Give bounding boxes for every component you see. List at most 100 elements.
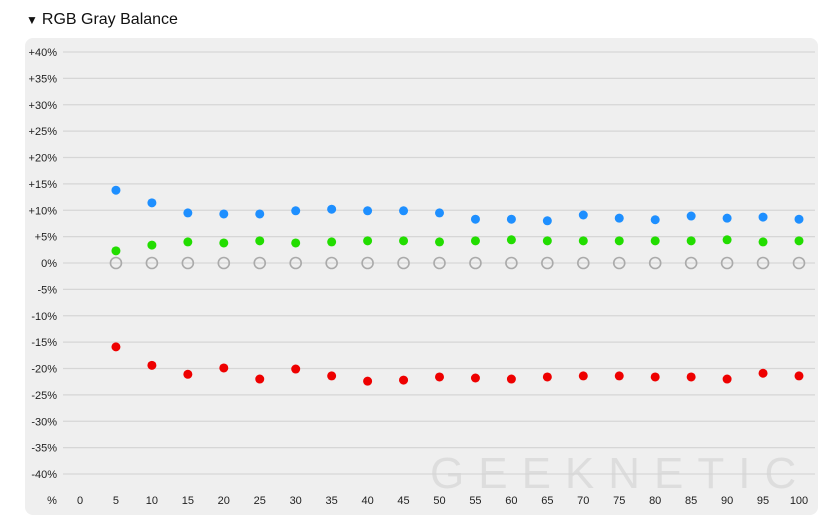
x-tick-label: 30 bbox=[290, 495, 302, 507]
y-tick-label: -20% bbox=[31, 364, 57, 376]
x-tick-label: 55 bbox=[469, 495, 481, 507]
data-point-series-1 bbox=[255, 236, 265, 246]
data-point-series-2 bbox=[361, 256, 374, 270]
data-point-series-0 bbox=[111, 185, 121, 195]
section-title[interactable]: ▼ RGB Gray Balance bbox=[26, 11, 178, 29]
data-point-series-2 bbox=[612, 256, 626, 270]
data-point-series-1 bbox=[650, 236, 660, 246]
x-tick-label: 70 bbox=[577, 495, 589, 507]
x-tick-label: 40 bbox=[361, 495, 373, 507]
data-point-series-1 bbox=[506, 235, 516, 245]
data-point-series-0 bbox=[722, 213, 732, 223]
data-point-series-3 bbox=[506, 374, 516, 384]
chart-panel bbox=[25, 38, 818, 515]
data-point-series-1 bbox=[219, 238, 229, 248]
data-point-series-2 bbox=[145, 256, 159, 270]
data-point-series-0 bbox=[219, 209, 229, 219]
data-point-series-3 bbox=[147, 360, 157, 370]
data-point-series-1 bbox=[111, 246, 121, 256]
y-tick-label: -35% bbox=[31, 443, 57, 455]
y-tick-label: +30% bbox=[29, 100, 58, 112]
y-tick-label: 0% bbox=[41, 258, 57, 270]
data-point-series-0 bbox=[327, 204, 337, 214]
x-tick-label: 80 bbox=[649, 495, 661, 507]
x-tick-label: 90 bbox=[721, 495, 733, 507]
data-point-series-1 bbox=[542, 236, 552, 246]
data-point-series-2 bbox=[433, 256, 446, 270]
data-point-series-2 bbox=[792, 256, 806, 270]
x-tick-label: 50 bbox=[433, 495, 445, 507]
x-tick-label: 60 bbox=[505, 495, 517, 507]
data-point-series-1 bbox=[291, 238, 301, 248]
x-tick-label: 35 bbox=[326, 495, 338, 507]
data-point-series-2 bbox=[217, 256, 231, 270]
y-tick-label: -25% bbox=[31, 390, 57, 402]
x-tick-label: 15 bbox=[182, 495, 194, 507]
x-tick-label: 45 bbox=[397, 495, 409, 507]
data-point-series-0 bbox=[183, 208, 193, 218]
x-tick-label: 20 bbox=[218, 495, 230, 507]
data-point-series-2 bbox=[684, 256, 698, 270]
data-point-series-0 bbox=[542, 216, 552, 226]
data-point-series-0 bbox=[291, 206, 301, 216]
data-point-series-2 bbox=[109, 256, 123, 270]
data-point-series-0 bbox=[686, 211, 696, 221]
data-point-series-0 bbox=[399, 206, 409, 216]
data-point-series-1 bbox=[435, 237, 444, 247]
x-tick-label: 25 bbox=[254, 495, 266, 507]
data-point-series-3 bbox=[614, 371, 624, 381]
data-point-series-3 bbox=[650, 372, 660, 382]
x-tick-label: 5 bbox=[113, 495, 119, 507]
data-point-series-2 bbox=[253, 256, 267, 270]
data-point-series-3 bbox=[291, 364, 301, 374]
data-point-series-2 bbox=[505, 256, 518, 270]
data-point-series-3 bbox=[183, 369, 193, 379]
x-tick-label: 100 bbox=[790, 495, 808, 507]
data-point-series-2 bbox=[181, 256, 195, 270]
data-point-series-1 bbox=[183, 237, 193, 247]
y-tick-label: +25% bbox=[29, 126, 58, 138]
data-point-series-3 bbox=[542, 372, 552, 382]
data-point-series-1 bbox=[578, 236, 588, 246]
data-point-series-3 bbox=[327, 371, 337, 381]
section-title-text: RGB Gray Balance bbox=[41, 11, 178, 28]
x-tick-label: 65 bbox=[541, 495, 553, 507]
data-point-series-0 bbox=[147, 198, 157, 208]
y-tick-label: -10% bbox=[31, 311, 57, 323]
data-point-series-1 bbox=[147, 240, 157, 250]
x-tick-label: 95 bbox=[757, 495, 769, 507]
y-tick-label: +10% bbox=[29, 205, 58, 217]
y-tick-label: +5% bbox=[35, 232, 58, 244]
data-point-series-3 bbox=[578, 371, 588, 381]
data-point-series-2 bbox=[325, 256, 338, 270]
data-point-series-3 bbox=[470, 373, 480, 383]
x-tick-label: 85 bbox=[685, 495, 697, 507]
y-tick-label: -15% bbox=[31, 337, 57, 349]
data-point-series-0 bbox=[363, 206, 373, 216]
y-tick-label: +15% bbox=[29, 179, 58, 191]
data-point-series-0 bbox=[614, 213, 624, 223]
x-tick-label: 0 bbox=[77, 495, 83, 507]
data-point-series-0 bbox=[794, 214, 804, 224]
data-point-series-3 bbox=[722, 374, 732, 384]
triangle-down-icon[interactable]: ▼ bbox=[26, 13, 38, 27]
data-point-series-1 bbox=[614, 236, 624, 246]
data-point-series-0 bbox=[650, 215, 660, 225]
data-point-series-2 bbox=[289, 256, 303, 270]
data-point-series-3 bbox=[399, 375, 409, 385]
y-tick-label: +40% bbox=[29, 47, 58, 59]
data-point-series-1 bbox=[470, 236, 480, 246]
data-point-series-1 bbox=[794, 236, 804, 246]
data-point-series-1 bbox=[363, 236, 373, 246]
x-tick-label: 75 bbox=[613, 495, 625, 507]
data-point-series-3 bbox=[255, 374, 265, 384]
data-point-series-3 bbox=[219, 363, 229, 373]
data-point-series-2 bbox=[576, 256, 590, 270]
y-tick-label: -5% bbox=[37, 284, 57, 296]
data-point-series-2 bbox=[756, 256, 770, 270]
data-point-series-2 bbox=[469, 256, 482, 270]
data-point-series-3 bbox=[111, 342, 121, 352]
data-point-series-0 bbox=[435, 208, 444, 218]
data-point-series-3 bbox=[363, 376, 373, 386]
